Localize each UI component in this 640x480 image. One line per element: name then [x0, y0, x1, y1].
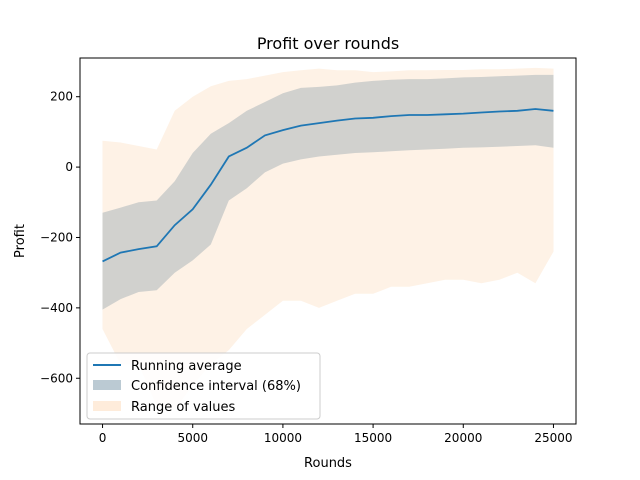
plot-frame [79, 57, 577, 425]
legend-frame [86, 352, 321, 420]
range-of-values-band [102, 67, 554, 410]
x-tick-label: 20000 [444, 431, 482, 445]
legend-label-confidence-interval: Confidence interval (68%) [131, 379, 301, 394]
plot-area [102, 67, 554, 410]
legend-label-range-of-values: Range of values [131, 400, 236, 415]
y-axis-label: Profit [13, 224, 28, 258]
chart-title: Profit over rounds [257, 34, 399, 53]
y-tick-label: −600 [40, 371, 73, 385]
legend: Running average Confidence interval (68%… [86, 352, 321, 420]
legend-swatch-range-of-values [93, 401, 121, 411]
x-tick-label: 25000 [534, 431, 572, 445]
confidence-interval-band [102, 74, 554, 310]
y-axis: −600 −400 −200 0 200 [40, 90, 80, 385]
x-tick-label: 5000 [177, 431, 208, 445]
y-tick-label: 0 [65, 160, 73, 174]
x-axis: 0 5000 10000 15000 20000 25000 [99, 424, 573, 445]
running-average-line [102, 108, 554, 263]
legend-label-running-average: Running average [131, 359, 242, 374]
y-tick-label: −200 [40, 230, 73, 244]
x-axis-label: Rounds [304, 456, 352, 471]
x-tick-label: 15000 [354, 431, 392, 445]
y-tick-label: −400 [40, 301, 73, 315]
x-tick-label: 0 [99, 431, 107, 445]
y-tick-label: 200 [50, 90, 73, 104]
legend-swatch-confidence-interval [93, 380, 121, 390]
x-tick-label: 10000 [264, 431, 302, 445]
